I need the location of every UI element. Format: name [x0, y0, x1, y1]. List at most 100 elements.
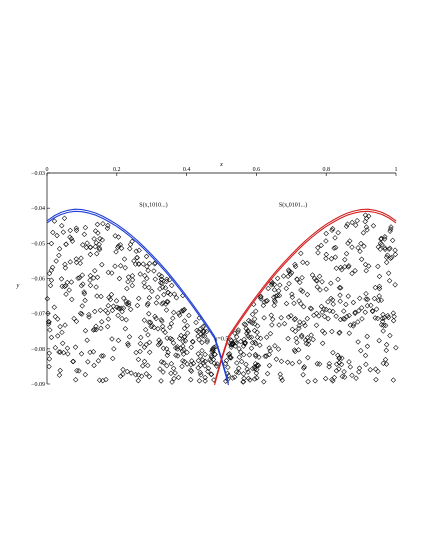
- data-point: [67, 227, 73, 234]
- data-point: [363, 296, 369, 302]
- data-point: [47, 282, 54, 289]
- data-point: [199, 333, 206, 339]
- data-point: [199, 339, 205, 346]
- data-point: [302, 322, 308, 329]
- data-point: [241, 321, 247, 327]
- data-point: [97, 307, 104, 313]
- data-point: [54, 232, 60, 239]
- data-point: [301, 364, 307, 370]
- scatter-points: [44, 212, 399, 385]
- data-point: [47, 327, 53, 333]
- data-point: [229, 341, 236, 348]
- data-point: [363, 361, 369, 368]
- data-point: [94, 293, 100, 299]
- y-ticks: −0.03 −0.04 −0.05 −0.06 −0.07 −0.08 −0.09: [31, 171, 50, 388]
- data-point: [383, 347, 389, 354]
- data-point: [160, 345, 167, 351]
- data-point: [333, 265, 340, 271]
- data-point: [269, 322, 275, 328]
- data-point: [167, 324, 173, 330]
- data-point: [292, 263, 299, 270]
- data-point: [253, 308, 259, 314]
- data-point: [376, 283, 383, 290]
- data-point: [337, 298, 343, 304]
- data-point: [286, 280, 292, 287]
- data-point: [74, 367, 80, 374]
- data-point: [95, 230, 101, 236]
- data-point: [234, 334, 240, 340]
- data-point: [383, 259, 390, 266]
- data-point: [165, 299, 171, 305]
- data-point: [336, 360, 342, 366]
- data-point: [375, 315, 381, 322]
- data-point: [92, 308, 98, 315]
- data-point: [99, 319, 105, 325]
- data-point: [189, 358, 195, 364]
- data-point: [87, 244, 94, 250]
- data-point: [124, 368, 130, 375]
- data-point: [69, 296, 75, 303]
- data-point: [94, 251, 100, 257]
- data-point: [339, 267, 345, 273]
- data-point: [333, 244, 339, 251]
- data-point: [152, 261, 158, 267]
- data-point: [46, 350, 52, 356]
- data-point: [338, 264, 344, 271]
- data-point: [358, 240, 364, 247]
- data-point: [170, 365, 177, 372]
- data-point: [121, 295, 127, 301]
- x-tick-label: 0: [46, 167, 49, 173]
- data-point: [119, 315, 125, 322]
- data-point: [105, 222, 111, 229]
- data-point: [366, 263, 372, 269]
- data-point: [212, 351, 218, 357]
- data-point: [83, 244, 90, 251]
- data-point: [199, 357, 206, 363]
- data-point: [316, 361, 323, 367]
- data-point: [315, 244, 321, 251]
- data-point: [205, 368, 211, 375]
- data-point: [96, 377, 103, 383]
- data-point: [236, 365, 242, 371]
- data-point: [379, 318, 386, 325]
- data-point: [341, 369, 347, 375]
- data-point: [115, 312, 121, 319]
- data-point: [387, 228, 393, 234]
- data-point: [277, 282, 283, 288]
- data-point: [181, 359, 188, 365]
- data-point: [291, 300, 297, 306]
- data-point: [197, 369, 203, 376]
- data-point: [174, 344, 180, 350]
- data-point: [244, 366, 250, 372]
- data-point: [278, 375, 284, 381]
- data-point: [117, 373, 124, 379]
- data-point: [98, 325, 104, 331]
- data-point: [91, 362, 97, 369]
- data-point: [292, 261, 298, 268]
- data-point: [126, 334, 133, 340]
- data-point: [144, 263, 150, 270]
- data-point: [333, 368, 340, 374]
- data-point: [146, 295, 153, 301]
- data-point: [176, 312, 183, 318]
- data-point: [277, 371, 283, 377]
- data-point: [45, 319, 52, 325]
- data-point: [335, 276, 341, 283]
- data-point: [146, 260, 153, 267]
- data-point: [331, 245, 337, 251]
- data-point: [214, 363, 220, 369]
- data-point: [388, 226, 394, 232]
- data-point: [90, 327, 97, 333]
- data-point: [288, 270, 295, 276]
- data-point: [341, 308, 347, 314]
- data-point: [362, 261, 369, 268]
- data-point: [136, 247, 142, 254]
- data-point: [257, 342, 263, 348]
- data-point: [376, 293, 382, 299]
- data-point: [355, 245, 361, 251]
- data-point: [52, 345, 59, 351]
- data-point: [344, 313, 350, 320]
- data-point: [155, 326, 161, 332]
- data-point: [351, 321, 357, 327]
- data-point: [78, 255, 84, 261]
